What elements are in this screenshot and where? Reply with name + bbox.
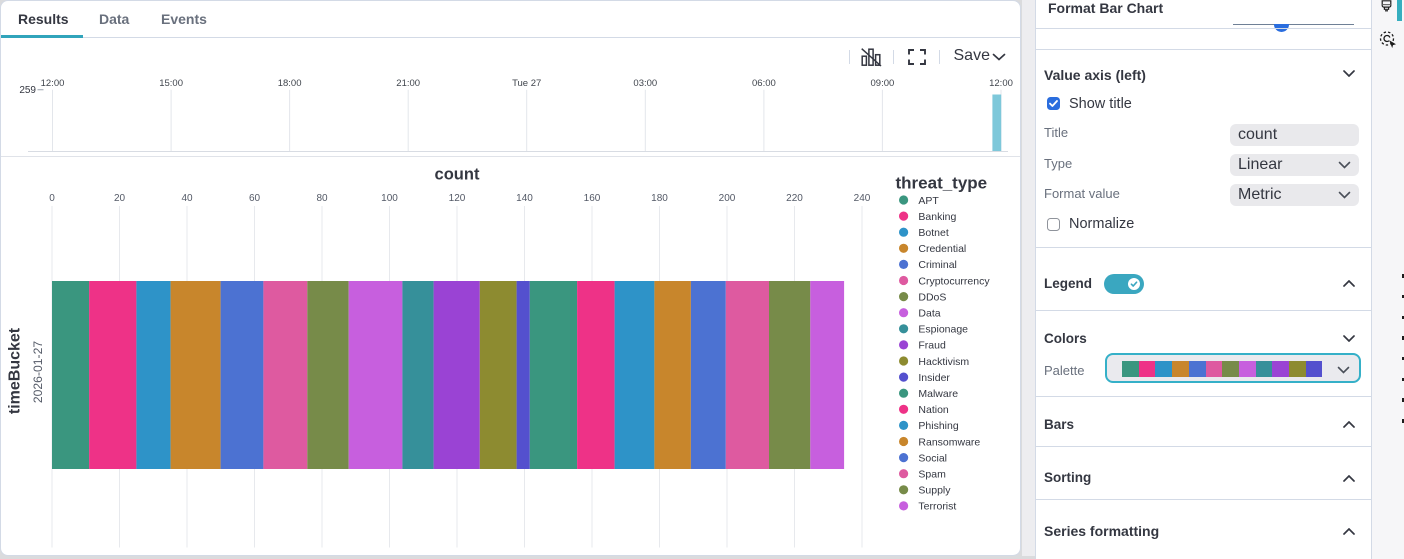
svg-text:Spam: Spam: [918, 469, 946, 481]
svg-text:200: 200: [719, 193, 736, 204]
svg-text:140: 140: [516, 193, 533, 204]
svg-text:21:00: 21:00: [396, 78, 420, 89]
svg-text:Fraud: Fraud: [918, 340, 946, 352]
svg-text:180: 180: [651, 193, 668, 204]
svg-text:Malware: Malware: [918, 388, 958, 400]
svg-text:12:00: 12:00: [41, 78, 65, 89]
svg-text:259: 259: [19, 85, 36, 96]
svg-text:Botnet: Botnet: [918, 227, 948, 239]
svg-text:Hacktivism: Hacktivism: [918, 356, 969, 368]
svg-text:18:00: 18:00: [278, 78, 302, 89]
svg-text:Phishing: Phishing: [918, 420, 958, 432]
svg-text:0: 0: [49, 193, 55, 204]
svg-text:60: 60: [249, 193, 261, 204]
svg-text:240: 240: [854, 193, 871, 204]
svg-text:40: 40: [181, 193, 193, 204]
svg-text:count: count: [435, 166, 480, 184]
svg-text:100: 100: [381, 193, 398, 204]
svg-text:timeBucket: timeBucket: [7, 327, 24, 414]
svg-text:220: 220: [786, 193, 803, 204]
svg-text:Nation: Nation: [918, 404, 949, 416]
svg-text:Ransomware: Ransomware: [918, 436, 980, 448]
svg-text:09:00: 09:00: [871, 78, 895, 89]
svg-text:12:00: 12:00: [989, 78, 1013, 89]
svg-text:Credential: Credential: [918, 243, 966, 255]
svg-text:Banking: Banking: [918, 211, 956, 223]
svg-text:20: 20: [114, 193, 126, 204]
svg-text:DDoS: DDoS: [918, 291, 946, 303]
svg-text:Cryptocurrency: Cryptocurrency: [918, 275, 990, 287]
svg-text:15:00: 15:00: [159, 78, 183, 89]
svg-text:Supply: Supply: [918, 485, 951, 497]
svg-text:Espionage: Espionage: [918, 324, 968, 336]
svg-text:threat_type: threat_type: [896, 174, 988, 193]
svg-text:06:00: 06:00: [752, 78, 776, 89]
svg-text:Terrorist: Terrorist: [918, 501, 956, 513]
svg-text:80: 80: [316, 193, 328, 204]
svg-text:Social: Social: [918, 452, 947, 464]
svg-text:Criminal: Criminal: [918, 259, 957, 271]
svg-text:Insider: Insider: [918, 372, 950, 384]
svg-text:Tue 27: Tue 27: [512, 78, 541, 89]
svg-text:120: 120: [449, 193, 466, 204]
svg-text:03:00: 03:00: [633, 78, 657, 89]
svg-text:APT: APT: [918, 195, 939, 207]
svg-text:160: 160: [584, 193, 601, 204]
svg-text:Data: Data: [918, 308, 940, 320]
svg-text:2026-01-27: 2026-01-27: [31, 341, 45, 404]
